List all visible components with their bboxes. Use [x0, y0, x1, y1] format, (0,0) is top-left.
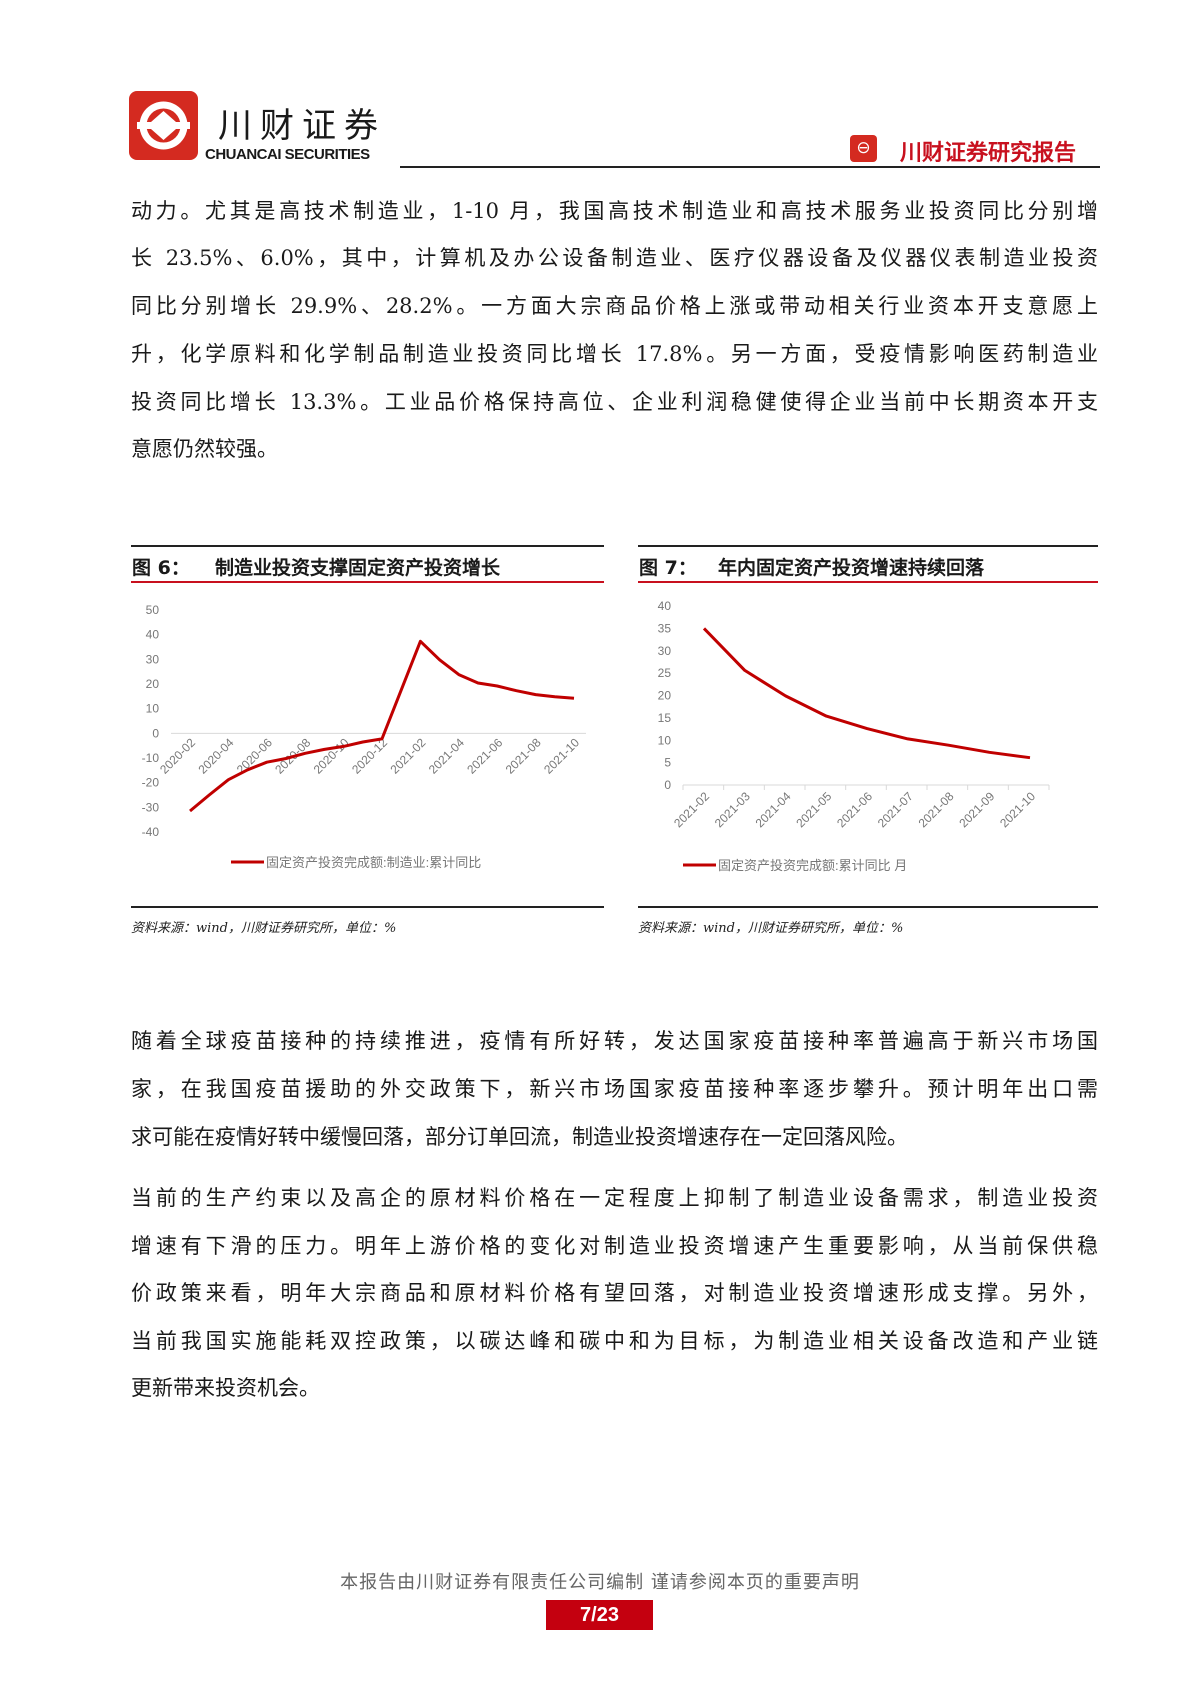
text-line: 升，化学原料和化学制品制造业投资同比增长 17.8%。另一方面，受疫情影响医药制…	[131, 342, 1098, 366]
brand-name-en: CHUANCAI SECURITIES	[205, 146, 370, 163]
footer-disclaimer: 本报告由川财证券有限责任公司编制 谨请参阅本页的重要声明	[340, 1572, 860, 1593]
figure-label: 图 7：	[639, 557, 697, 579]
figure-top-rule	[638, 545, 1098, 547]
x-tick-label: 2021-06	[834, 789, 875, 830]
legend-label: 固定资产投资完成额:累计同比 月	[718, 858, 907, 873]
figure-source: 资料来源：wind，川财证券研究所，单位：%	[131, 921, 397, 936]
legend-label: 固定资产投资完成额:制造业:累计同比	[266, 855, 481, 870]
x-tick-label: 2021-03	[712, 789, 753, 830]
y-tick-label: 10	[146, 702, 160, 716]
figure-title: 年内固定资产投资增速持续回落	[718, 557, 985, 579]
x-tick-label: 2021-10	[541, 735, 582, 776]
figure-bottom-rule	[638, 906, 1098, 908]
series-line	[189, 639, 575, 813]
chart-6: 50403020100-10-20-30-402020-022020-04202…	[142, 603, 586, 870]
text-line: 求可能在疫情好转中缓慢回落，部分订单回流，制造业投资增速存在一定回落风险。	[131, 1125, 908, 1149]
text-line: 长 23.5%、6.0%，其中，计算机及办公设备制造业、医疗仪器设备及仪器仪表制…	[131, 246, 1098, 270]
figure-title-rule	[131, 581, 604, 583]
y-tick-label: -30	[142, 800, 160, 814]
y-tick-label: 25	[658, 666, 672, 680]
y-tick-label: -10	[142, 751, 160, 765]
figure-label: 图 6：	[132, 557, 190, 579]
x-tick-label: 2021-06	[464, 735, 505, 776]
y-tick-label: 20	[146, 677, 160, 691]
y-tick-label: 30	[658, 644, 672, 658]
text-line: 投资同比增长 13.3%。工业品价格保持高位、企业利润稳健使得企业当前中长期资本…	[131, 390, 1098, 414]
x-tick-label: 2021-02	[671, 789, 712, 830]
figure-title-rule	[638, 581, 1098, 583]
x-tick-label: 2020-10	[311, 735, 352, 776]
y-tick-label: 5	[664, 756, 671, 770]
text-line: 增速有下滑的压力。明年上游价格的变化对制造业投资增速产生重要影响，从当前保供稳	[131, 1234, 1098, 1258]
report-label: 川财证券研究报告	[900, 140, 1077, 166]
figure-title: 制造业投资支撑固定资产投资增长	[215, 557, 501, 579]
figure-source: 资料来源：wind，川财证券研究所，单位：%	[638, 921, 904, 936]
x-tick-label: 2021-02	[387, 735, 428, 776]
text-line: 当前的生产约束以及高企的原材料价格在一定程度上抑制了制造业设备需求，制造业投资	[131, 1186, 1098, 1210]
y-tick-label: 30	[146, 652, 160, 666]
y-tick-label: 40	[658, 599, 672, 613]
text-line: 当前我国实施能耗双控政策，以碳达峰和碳中和为目标，为制造业相关设备改造和产业链	[131, 1329, 1098, 1353]
page-number: 7/23	[546, 1600, 653, 1630]
figure-bottom-rule	[131, 906, 604, 908]
header-rule	[400, 166, 1100, 168]
series-line	[702, 627, 1031, 760]
brand-name-cn: 川财证券	[218, 106, 386, 146]
y-tick-label: -40	[142, 825, 160, 839]
text-line: 动力。尤其是高技术制造业，1-10 月，我国高技术制造业和高技术服务业投资同比分…	[131, 199, 1098, 223]
figure-top-rule	[131, 545, 604, 547]
text-line: 更新带来投资机会。	[131, 1376, 320, 1400]
x-tick-label: 2021-09	[956, 789, 997, 830]
x-tick-label: 2021-04	[426, 735, 467, 776]
y-tick-label: 15	[658, 711, 672, 725]
x-tick-label: 2021-05	[793, 789, 834, 830]
x-tick-label: 2020-04	[195, 735, 236, 776]
x-tick-label: 2021-04	[753, 789, 794, 830]
header-small-logo-icon: ⊖	[850, 135, 877, 162]
y-tick-label: 10	[658, 733, 672, 747]
text-line: 价政策来看，明年大宗商品和原材料价格有望回落，对制造业投资增速形成支撑。另外，	[131, 1281, 1098, 1305]
x-tick-label: 2020-06	[234, 735, 275, 776]
x-tick-label: 2021-07	[875, 789, 916, 830]
logo-mark-icon	[137, 101, 190, 150]
y-tick-label: 50	[146, 603, 160, 617]
y-tick-label: 20	[658, 689, 672, 703]
y-tick-label: 0	[664, 778, 671, 792]
x-tick-label: 2020-02	[157, 735, 198, 776]
y-tick-label: -20	[142, 776, 160, 790]
y-tick-label: 35	[658, 621, 672, 635]
x-tick-label: 2021-08	[916, 789, 957, 830]
x-tick-label: 2021-08	[503, 735, 544, 776]
logo	[129, 91, 198, 160]
text-line: 意愿仍然较强。	[131, 437, 278, 461]
text-line: 家，在我国疫苗援助的外交政策下，新兴市场国家疫苗接种率逐步攀升。预计明年出口需	[131, 1077, 1098, 1101]
text-line: 同比分别增长 29.9%、28.2%。一方面大宗商品价格上涨或带动相关行业资本开…	[131, 294, 1098, 318]
x-tick-label: 2021-10	[997, 789, 1038, 830]
y-tick-label: 0	[152, 726, 159, 740]
text-line: 随着全球疫苗接种的持续推进，疫情有所好转，发达国家疫苗接种率普遍高于新兴市场国	[131, 1029, 1098, 1053]
y-tick-label: 40	[146, 628, 160, 642]
